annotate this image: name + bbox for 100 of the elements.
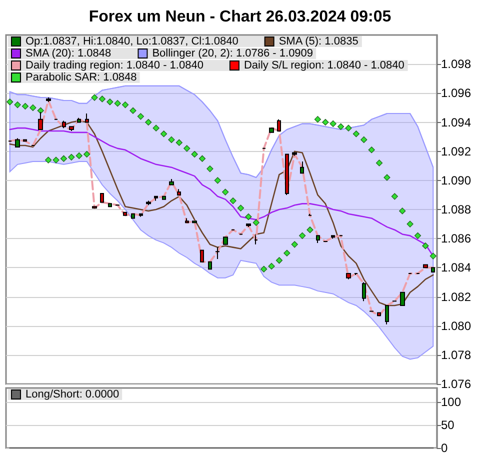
point xyxy=(230,197,236,204)
candlestick xyxy=(46,97,51,102)
point xyxy=(198,155,206,162)
point xyxy=(68,154,75,160)
y-tick-label: 1.088 xyxy=(441,202,472,216)
point xyxy=(137,113,144,120)
point xyxy=(114,100,121,107)
point xyxy=(168,136,175,143)
point xyxy=(368,146,375,154)
point xyxy=(306,226,314,234)
legend-label: SMA (20): 1.0848 xyxy=(26,48,112,60)
candlestick xyxy=(223,236,228,245)
point xyxy=(98,96,106,102)
candlestick xyxy=(200,250,204,262)
legend-label: SMA (5): 1.0835 xyxy=(278,36,358,48)
point xyxy=(399,208,406,214)
chart-title: Forex um Neun - Chart 26.03.2024 09:05 xyxy=(88,8,392,26)
candlestick xyxy=(246,224,251,228)
point xyxy=(37,107,44,114)
candlestick xyxy=(62,120,66,129)
point xyxy=(206,165,214,172)
candlestick xyxy=(100,193,104,203)
y-tick-label: 1.094 xyxy=(441,115,472,130)
point xyxy=(414,232,422,239)
candlestick xyxy=(154,196,158,202)
candlestick xyxy=(254,235,258,245)
point xyxy=(406,220,414,228)
point xyxy=(299,232,306,239)
candlestick xyxy=(85,113,89,123)
candlestick xyxy=(185,218,189,224)
point xyxy=(145,118,152,126)
point xyxy=(345,124,352,132)
candlestick xyxy=(400,292,405,306)
candlestick xyxy=(316,235,320,244)
candlestick xyxy=(192,220,197,224)
point xyxy=(60,155,68,162)
y-tick-label: 100 xyxy=(441,394,462,409)
y-tick-label: 1.086 xyxy=(441,232,472,246)
legend-label: Long/Short: 0.0000 xyxy=(26,388,120,400)
point xyxy=(91,94,98,101)
point xyxy=(337,123,344,130)
point xyxy=(191,150,198,158)
candlestick xyxy=(108,203,112,208)
point xyxy=(237,204,244,212)
point xyxy=(330,120,336,128)
point xyxy=(6,98,14,106)
point xyxy=(160,130,168,138)
point xyxy=(245,213,252,220)
legend-label: Daily S/L region: 1.0840 - 1.0840 xyxy=(244,60,404,72)
point xyxy=(430,252,436,260)
point xyxy=(176,139,182,146)
candlestick xyxy=(431,267,435,273)
point xyxy=(122,102,129,108)
candlestick xyxy=(77,117,81,123)
y-tick-label: 1.082 xyxy=(441,290,472,304)
y-tick-label: 50 xyxy=(441,418,455,432)
y-tick-label: 1.084 xyxy=(441,260,472,275)
candlestick xyxy=(177,188,181,196)
legend-label: Op:1.0837, Hi:1.0840, Lo:1.0837, Cl:1.0840 xyxy=(26,36,238,48)
line-series xyxy=(9,85,434,178)
point xyxy=(384,174,390,181)
candlestick xyxy=(285,154,289,196)
point xyxy=(291,241,298,248)
point xyxy=(422,242,429,250)
candlestick xyxy=(169,178,174,186)
legend-label: Parabolic SAR: 1.0848 xyxy=(26,72,137,84)
candlestick xyxy=(131,213,135,219)
point xyxy=(184,145,190,152)
candlestick xyxy=(92,206,97,209)
point xyxy=(322,118,329,126)
y-tick-label: 1.090 xyxy=(441,173,472,188)
y-tick-label: 1.096 xyxy=(441,86,472,100)
candlestick xyxy=(346,272,351,280)
y-tick-label: 1.098 xyxy=(441,57,472,72)
candlestick xyxy=(269,128,274,133)
legend-label: Bollinger (20, 2): 1.0786 - 1.0909 xyxy=(152,48,314,60)
candlestick xyxy=(15,138,20,148)
point xyxy=(22,102,29,110)
candlestick xyxy=(331,235,335,240)
point xyxy=(252,219,260,226)
candlestick xyxy=(292,152,297,156)
y-tick-label: 0 xyxy=(441,441,448,455)
candlestick xyxy=(423,264,428,268)
candlestick xyxy=(146,200,151,206)
point xyxy=(106,98,114,106)
point xyxy=(222,188,229,196)
point xyxy=(314,116,322,123)
legend-label: Daily trading region: 1.0840 - 1.0840 xyxy=(26,60,204,72)
point xyxy=(30,104,36,112)
y-tick-label: 1.092 xyxy=(441,144,472,158)
point xyxy=(284,250,290,256)
y-tick-label: 1.078 xyxy=(441,348,472,362)
point xyxy=(45,156,52,164)
candlestick xyxy=(215,246,220,260)
candlestick xyxy=(300,161,304,174)
candlestick xyxy=(208,261,212,270)
candlestick xyxy=(385,304,389,325)
point xyxy=(360,136,368,143)
point xyxy=(391,193,398,200)
candlestick xyxy=(139,213,143,218)
